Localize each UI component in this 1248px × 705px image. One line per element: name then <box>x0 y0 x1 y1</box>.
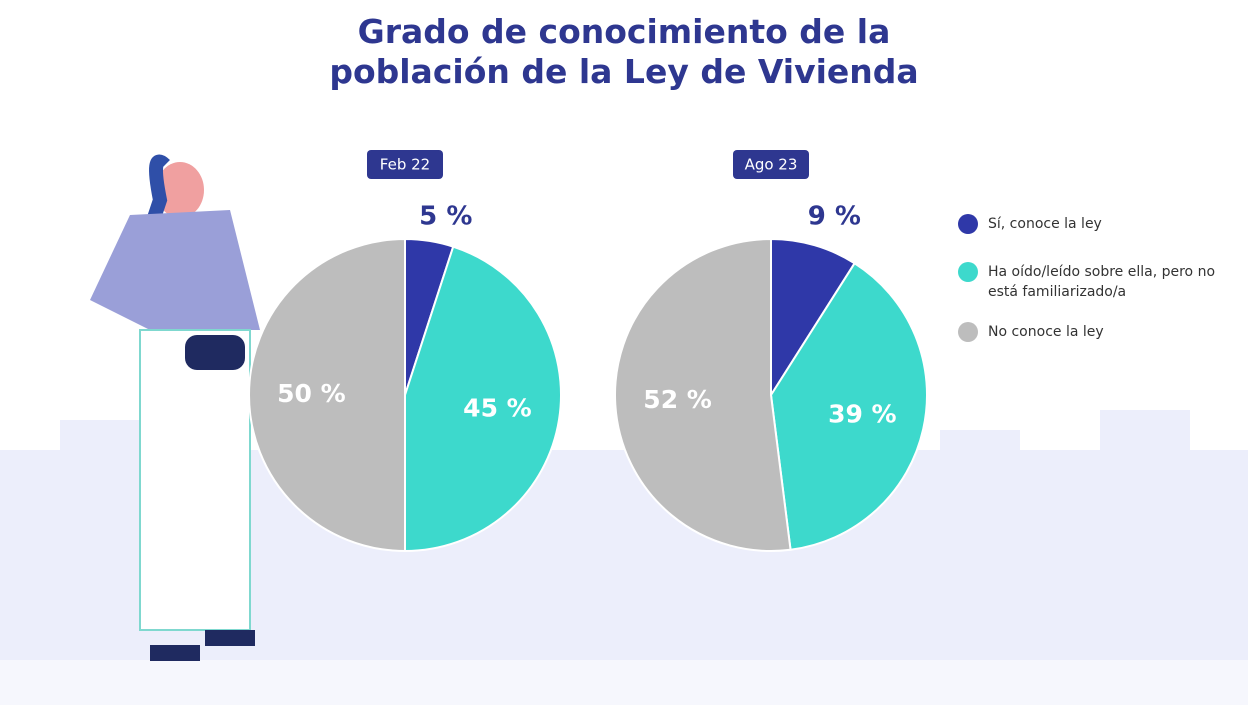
pie-slice <box>248 237 406 553</box>
legend-entry: Sí, conoce la ley <box>958 214 1218 234</box>
value-label: 39 % <box>828 399 897 428</box>
legend-swatch <box>958 322 978 342</box>
chart-title: Grado de conocimiento de la población de… <box>329 12 919 91</box>
value-label: 50 % <box>277 379 346 408</box>
pie-title: Feb 22 <box>380 156 430 174</box>
value-label: 9 % <box>808 202 861 232</box>
pie-slice <box>614 237 792 552</box>
value-label: 45 % <box>463 394 532 423</box>
legend-entry: No conoce la ley <box>958 322 1218 342</box>
pie-title: Ago 23 <box>745 156 798 174</box>
legend-label: No conoce la ley <box>988 324 1104 340</box>
date-pill <box>733 150 809 179</box>
legend-swatch <box>958 214 978 234</box>
ground <box>0 660 1248 705</box>
legend-label: Sí, conoce la ley <box>988 216 1102 232</box>
legend-swatch <box>958 262 978 282</box>
value-label: 52 % <box>643 385 712 414</box>
person-illustration <box>90 154 260 661</box>
date-pill <box>367 150 443 179</box>
pie-slice <box>770 237 856 399</box>
legend-label: Ha oído/leído sobre ella, pero no está f… <box>988 264 1216 300</box>
pie-slice <box>769 261 928 551</box>
pie-slice <box>404 245 562 553</box>
legend-entry: Ha oído/leído sobre ella, pero no está f… <box>958 262 1218 302</box>
value-label: 5 % <box>419 202 472 232</box>
